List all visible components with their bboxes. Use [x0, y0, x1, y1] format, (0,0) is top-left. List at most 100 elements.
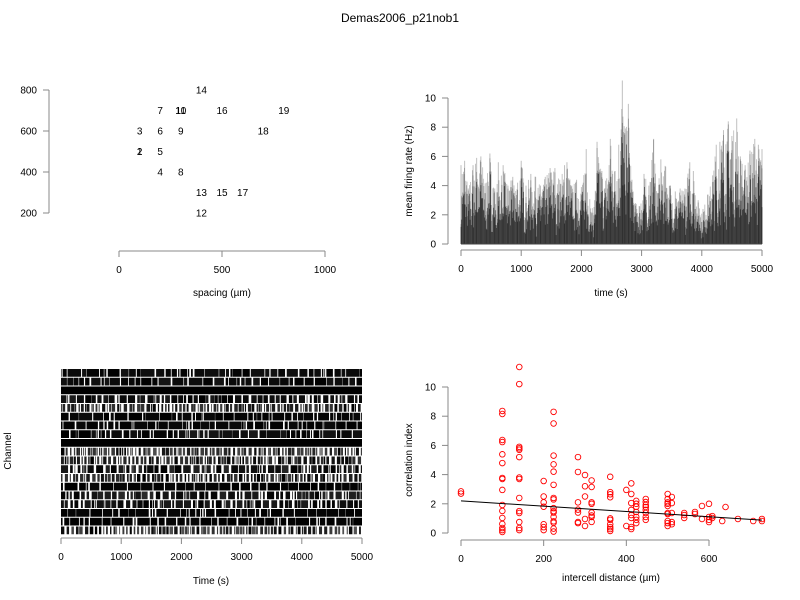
raster-block — [194, 447, 197, 456]
raster-block — [309, 395, 312, 403]
raster-block — [334, 412, 336, 421]
raster-block — [85, 526, 89, 535]
raster-block — [82, 465, 84, 473]
raster-block — [346, 421, 357, 430]
raster-block — [326, 491, 328, 500]
raster-block — [275, 395, 280, 403]
corr-x-tick-label: 600 — [701, 554, 718, 565]
raster-block — [254, 447, 257, 456]
raster-block — [86, 369, 100, 377]
raster-block — [191, 474, 194, 482]
raster-block — [162, 491, 169, 500]
raster-block — [189, 421, 192, 430]
raster-block — [147, 395, 154, 403]
raster-block — [128, 377, 135, 386]
raster-block — [93, 412, 104, 421]
raster-block — [260, 377, 269, 386]
raster-block — [200, 447, 205, 456]
raster-block — [270, 509, 283, 517]
raster-block — [145, 526, 147, 535]
raster-block — [98, 404, 100, 412]
raster-block — [238, 517, 249, 526]
raster-block — [71, 404, 75, 412]
raster-block — [113, 456, 117, 465]
raster-block — [205, 474, 208, 482]
raster-block — [283, 404, 287, 412]
raster-block — [107, 474, 111, 482]
raster-block — [96, 465, 104, 473]
electrode-label: 1 — [137, 147, 143, 158]
raster-block — [288, 482, 299, 491]
raster-block — [190, 517, 200, 526]
raster-block — [198, 474, 201, 482]
raster-block — [80, 500, 83, 508]
raster-block — [61, 526, 65, 535]
raster-block — [248, 526, 252, 535]
raster-block — [205, 482, 219, 491]
raster-block — [267, 465, 275, 473]
raster-block — [294, 377, 304, 386]
raster-block — [224, 404, 226, 412]
raster-block — [74, 500, 79, 508]
raster-block — [161, 474, 164, 482]
raster-block — [160, 465, 168, 473]
raster-block — [326, 517, 335, 526]
raster-block — [70, 465, 73, 473]
raster-block — [108, 395, 115, 403]
corr-x-tick-label: 200 — [535, 554, 552, 565]
raster-block — [184, 377, 188, 386]
raster-block — [131, 447, 133, 456]
rate-x-tick-label: 2000 — [570, 264, 593, 275]
raster-block — [200, 474, 203, 482]
raster-block — [359, 526, 361, 535]
layout-y-tick-label: 200 — [20, 209, 37, 220]
raster-block — [286, 430, 290, 438]
electrode-label: 19 — [278, 106, 290, 117]
corr-y-tick-label: 0 — [430, 529, 436, 540]
raster-block — [157, 474, 161, 482]
raster-block — [270, 421, 284, 430]
raster-block — [149, 500, 153, 508]
raster-block — [315, 421, 323, 430]
correlation-point — [606, 527, 614, 535]
correlation-point — [718, 517, 726, 525]
correlation-point — [581, 493, 589, 500]
electrode-label: 17 — [237, 188, 249, 199]
raster-block — [144, 456, 147, 465]
raster-block — [323, 465, 329, 473]
raster-block — [301, 430, 307, 438]
raster-block — [136, 369, 141, 377]
raster-block — [213, 404, 217, 412]
raster-block — [188, 377, 203, 386]
raster-block — [249, 517, 252, 526]
raster-block — [261, 447, 263, 456]
raster-block — [321, 447, 323, 456]
raster-block — [355, 509, 362, 517]
raster-channel-row — [61, 491, 362, 500]
raster-block — [245, 377, 252, 386]
raster-block — [154, 500, 158, 508]
raster-block — [102, 517, 111, 526]
raster-block — [341, 456, 344, 465]
raster-block — [260, 456, 263, 465]
correlation-point — [606, 520, 614, 528]
raster-block — [315, 474, 318, 482]
raster-block — [183, 500, 191, 508]
electrode-label: 5 — [157, 147, 163, 158]
raster-block — [212, 447, 215, 456]
raster-block — [338, 509, 346, 517]
raster-block — [279, 517, 281, 526]
raster-block — [262, 465, 266, 473]
raster-block — [162, 526, 166, 535]
raster-block — [192, 412, 196, 421]
correlation-point — [705, 500, 713, 508]
raster-block — [275, 465, 281, 473]
raster-block — [288, 395, 293, 403]
correlation-point — [516, 453, 523, 461]
correlation-point — [574, 509, 582, 516]
raster-block — [300, 474, 303, 482]
raster-block — [360, 447, 362, 456]
correlation-point — [606, 491, 614, 498]
electrode-label: 7 — [157, 106, 163, 117]
raster-block — [308, 369, 314, 377]
